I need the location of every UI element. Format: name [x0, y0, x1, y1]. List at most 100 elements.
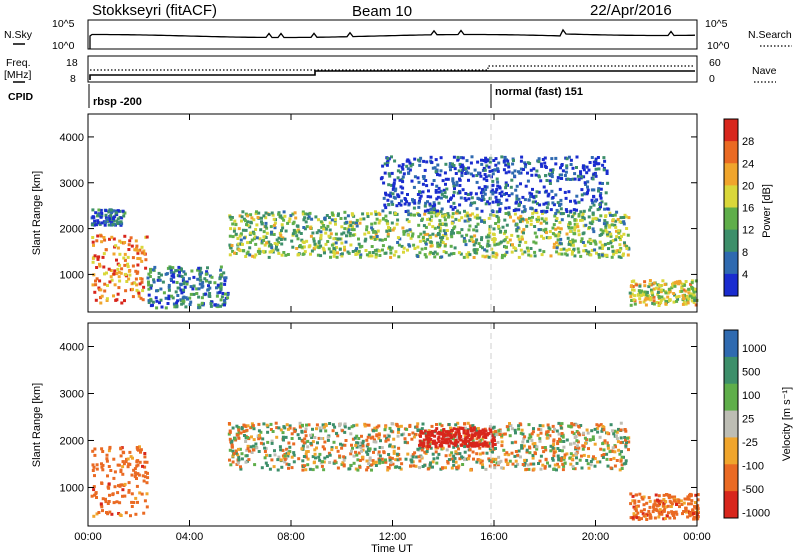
power-cell — [377, 249, 381, 253]
velocity-cell — [254, 442, 258, 446]
power-cell — [461, 165, 465, 169]
power-cell — [599, 196, 603, 200]
power-cell — [485, 235, 489, 239]
velocity-cell — [476, 458, 480, 462]
velocity-cell — [302, 455, 306, 458]
power-cell — [554, 162, 558, 166]
cpid-label: CPID — [8, 91, 34, 103]
velocity-cell — [121, 494, 124, 498]
power-cell — [690, 299, 694, 303]
power-cell — [633, 302, 637, 306]
power-cell — [622, 220, 626, 224]
power-cell — [556, 176, 560, 180]
velocity-cell — [449, 426, 452, 430]
power-cell — [652, 281, 656, 285]
velocity-cell — [448, 441, 452, 445]
velocity-cell — [590, 429, 594, 433]
power-cell — [434, 170, 438, 174]
power-cell — [151, 300, 155, 304]
power-cell — [497, 226, 501, 230]
power-cell — [198, 282, 202, 286]
power-cell — [466, 193, 470, 196]
velocity-cell — [537, 427, 541, 431]
power-cell — [110, 278, 114, 282]
power-cell — [147, 283, 151, 287]
power-cell — [589, 253, 593, 257]
velocity-cell — [425, 450, 429, 453]
power-cell — [332, 237, 336, 241]
velocity-cell — [478, 430, 482, 433]
power-cell — [540, 234, 543, 238]
power-cell — [619, 247, 623, 251]
power-cell — [571, 243, 575, 247]
velocity-cell — [349, 432, 353, 436]
power-cell — [306, 216, 310, 220]
velocity-cell — [309, 433, 313, 437]
velocity-cell — [655, 504, 659, 508]
power-cell — [584, 183, 588, 186]
power-cell — [597, 187, 601, 191]
power-cell — [573, 254, 577, 258]
power-cell — [130, 244, 134, 248]
power-cell — [149, 286, 153, 290]
power-cell — [355, 221, 358, 225]
velocity-cell — [442, 428, 446, 431]
power-cell — [387, 203, 391, 206]
power-cell — [604, 225, 608, 229]
power-cell — [449, 196, 453, 200]
velocity-cell — [119, 468, 123, 472]
velocity-cell — [290, 432, 294, 436]
power-cell — [344, 240, 348, 244]
velocity-cell — [360, 449, 363, 453]
velocity-cell — [386, 438, 390, 442]
velocity-cell — [603, 441, 607, 445]
velocity-cell — [277, 455, 281, 459]
power-cell — [581, 215, 585, 219]
velocity-cell — [497, 460, 501, 464]
power-cell — [450, 221, 454, 225]
power-cell — [608, 211, 612, 215]
power-cell — [144, 266, 148, 270]
power-cell — [99, 288, 103, 292]
velocity-cell — [586, 431, 590, 435]
power-cell — [411, 198, 414, 202]
power-cell — [560, 252, 564, 256]
power-cell — [317, 229, 321, 233]
velocity-cell — [561, 435, 565, 439]
velocity-cell — [450, 466, 454, 470]
power-cell — [614, 225, 618, 229]
power-cell — [228, 243, 232, 247]
velocity-cell — [479, 432, 483, 435]
power-cell — [326, 240, 330, 243]
velocity-cell — [342, 455, 346, 459]
power-cell — [438, 222, 442, 226]
velocity-cell — [279, 428, 283, 432]
velocity-cell — [240, 426, 244, 429]
power-cell — [597, 167, 601, 171]
power-cell — [137, 291, 141, 295]
velocity-cell — [342, 463, 346, 467]
power-cell — [115, 211, 118, 215]
power-cell — [342, 231, 346, 235]
power-cell — [605, 253, 609, 257]
power-cell — [239, 238, 243, 242]
power-cell — [124, 272, 128, 276]
power-cell — [590, 248, 594, 252]
velocity-cell — [412, 435, 416, 439]
power-cell — [206, 288, 210, 292]
power-cell — [436, 233, 440, 237]
velocity-cell — [95, 467, 99, 471]
power-cell — [183, 272, 187, 276]
velocity-cell — [113, 485, 117, 489]
power-cell — [454, 217, 458, 221]
power-cell — [579, 170, 582, 174]
velocity-cell — [377, 436, 381, 440]
power-cell — [435, 213, 439, 217]
velocity-cell — [456, 440, 460, 444]
velocity-cell — [476, 427, 480, 430]
power-cell — [582, 209, 586, 213]
power-cell — [378, 219, 382, 223]
power-cell — [612, 252, 616, 256]
velocity-cell — [428, 442, 432, 446]
power-cell — [360, 244, 364, 248]
